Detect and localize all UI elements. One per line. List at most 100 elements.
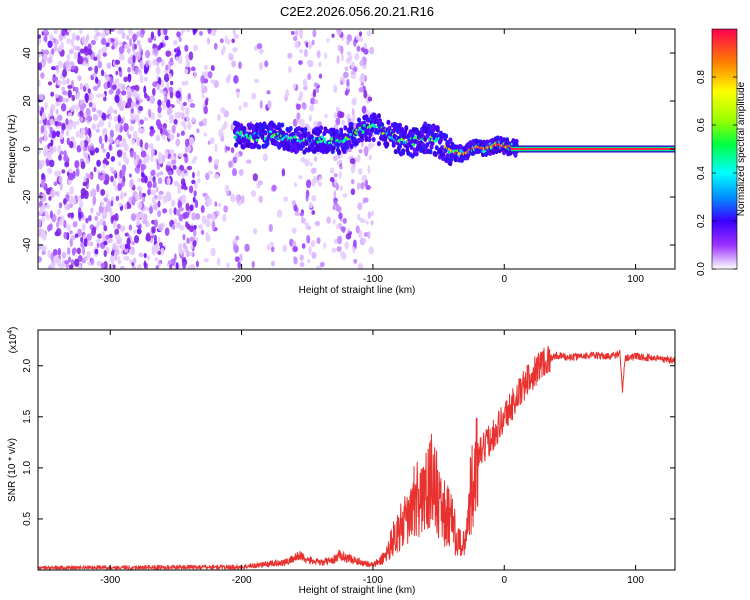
noise-cell: [118, 161, 122, 167]
noise-cell: [80, 161, 86, 170]
noise-cell: [47, 224, 51, 232]
noise-cell: [181, 198, 186, 204]
signal-core-cell: [320, 135, 324, 139]
noise-cell: [357, 213, 361, 221]
noise-cell: [55, 108, 59, 115]
noise-cell: [100, 32, 107, 39]
noise-cell: [283, 196, 289, 202]
noise-cell: [53, 181, 58, 186]
x-tick-label: 0: [501, 575, 507, 586]
signal-band-cell: [421, 142, 426, 148]
noise-cell: [193, 44, 198, 52]
noise-cell: [106, 151, 110, 160]
noise-cell: [120, 90, 127, 96]
noise-cell: [225, 78, 230, 84]
noise-cell: [358, 31, 363, 37]
noise-cell: [196, 170, 200, 177]
noise-cell: [270, 246, 275, 253]
noise-cell: [91, 106, 97, 113]
noise-cell: [177, 183, 182, 191]
noise-cell: [124, 232, 129, 237]
noise-cell: [117, 183, 123, 192]
noise-cell: [189, 136, 195, 146]
noise-cell: [169, 155, 176, 161]
noise-cell: [38, 148, 42, 155]
noise-cell: [139, 119, 144, 125]
noise-cell: [116, 149, 123, 158]
noise-cell: [207, 170, 214, 175]
noise-cell: [270, 260, 275, 267]
snr-frame: [37, 329, 676, 571]
noise-cell: [368, 246, 374, 255]
noise-cell: [232, 156, 238, 164]
noise-cell: [92, 85, 99, 92]
noise-cell: [104, 205, 109, 213]
noise-cell: [96, 159, 101, 167]
noise-cell: [176, 169, 182, 176]
noise-cell: [307, 41, 313, 50]
noise-cell: [48, 34, 54, 41]
noise-cell: [193, 71, 197, 78]
spectrogram-y-ticks: -40 -20 0 20 40: [22, 47, 675, 252]
noise-cell: [354, 52, 360, 61]
noise-cell: [285, 89, 290, 98]
noise-cell: [203, 105, 208, 115]
noise-cell: [140, 177, 146, 183]
noise-cell: [145, 60, 149, 68]
noise-cell: [305, 41, 309, 48]
noise-cell: [127, 66, 131, 73]
signal-band-cell: [313, 126, 318, 133]
noise-cell: [264, 60, 269, 68]
noise-cell: [53, 29, 58, 35]
noise-cell: [62, 97, 66, 103]
noise-cell: [355, 225, 360, 234]
noise-cell: [183, 248, 187, 253]
noise-cell: [186, 115, 190, 122]
noise-cell: [78, 212, 82, 220]
signal-core-cell: [293, 135, 297, 139]
noise-cell: [167, 170, 173, 176]
y-tick-label: 1.0: [22, 460, 33, 474]
noise-cell: [144, 116, 148, 121]
noise-cell: [105, 193, 109, 198]
noise-cell: [299, 48, 303, 54]
noise-cell: [63, 198, 67, 205]
noise-cell: [41, 112, 46, 120]
noise-cell: [173, 180, 179, 187]
noise-cell: [294, 41, 300, 49]
noise-cell: [127, 73, 132, 83]
signal-band-cell: [334, 129, 339, 135]
noise-cell: [220, 106, 226, 114]
signal-band-cell: [291, 131, 296, 137]
colorbar-tick-label: 0.0: [696, 262, 707, 276]
noise-cell: [155, 186, 159, 193]
noise-cell: [337, 235, 343, 245]
noise-cell: [353, 258, 358, 264]
signal-core-cell: [284, 134, 289, 138]
noise-cell: [225, 146, 231, 151]
snr-series-line: [38, 345, 675, 570]
noise-cell: [50, 66, 57, 71]
noise-cell: [100, 188, 106, 196]
noise-cell: [191, 179, 196, 185]
noise-cell: [81, 246, 86, 255]
noise-cell: [236, 91, 240, 99]
noise-cell: [138, 105, 144, 112]
noise-cell: [42, 53, 48, 62]
noise-cell: [96, 183, 100, 193]
noise-cell: [41, 244, 46, 252]
noise-cell: [235, 235, 240, 241]
noise-cell: [139, 74, 144, 84]
noise-cell: [92, 102, 96, 108]
noise-cell: [73, 51, 78, 60]
noise-cell: [83, 256, 88, 261]
x-tick-label: -200: [232, 575, 252, 586]
noise-cell: [108, 233, 113, 239]
noise-cell: [38, 120, 43, 125]
noise-cell: [59, 218, 63, 227]
noise-cell: [168, 86, 174, 93]
noise-cell: [83, 45, 88, 52]
noise-cell: [94, 29, 99, 34]
noise-cell: [116, 223, 121, 230]
